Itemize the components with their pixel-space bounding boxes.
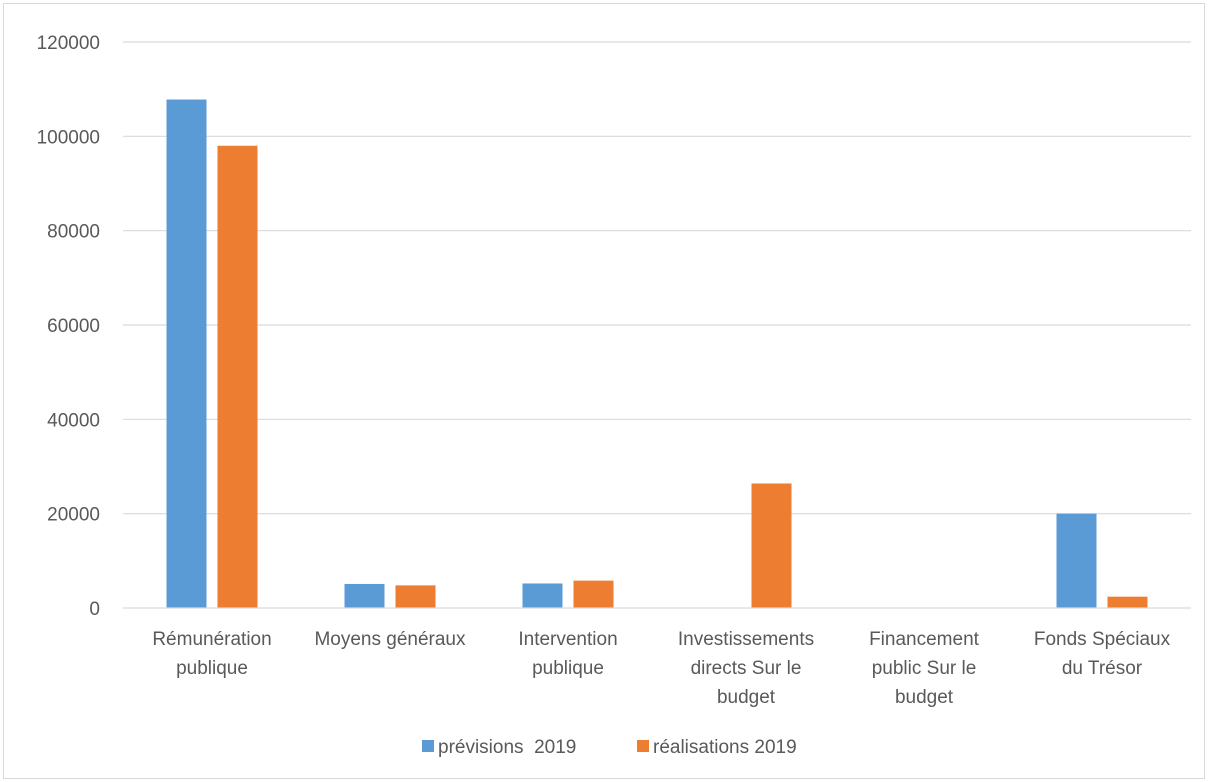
legend-swatch bbox=[422, 740, 434, 752]
legend-label: prévisions 2019 bbox=[438, 737, 576, 758]
y-tick-label: 100000 bbox=[37, 127, 100, 148]
x-category-label: Investissements bbox=[678, 629, 814, 650]
y-tick-label: 60000 bbox=[47, 316, 100, 337]
y-tick-label: 120000 bbox=[37, 33, 100, 54]
x-axis-labels: Rémunération publique Moyens généraux Inter… bbox=[152, 629, 1170, 708]
x-category-label: Rémunération bbox=[152, 629, 271, 650]
y-tick-label: 40000 bbox=[47, 410, 100, 431]
x-category-label: directs Sur le bbox=[691, 658, 802, 679]
x-category-label: Moyens généraux bbox=[314, 629, 466, 650]
x-category-label: Fonds Spéciaux bbox=[1034, 629, 1171, 650]
bars bbox=[166, 99, 1148, 608]
x-category-label: publique bbox=[176, 658, 248, 679]
bar-realisations bbox=[217, 145, 258, 608]
y-tick-label: 80000 bbox=[47, 222, 100, 243]
legend-swatch bbox=[637, 740, 649, 752]
gridlines bbox=[123, 41, 1191, 515]
x-category-label: du Trésor bbox=[1062, 658, 1143, 679]
x-category-label: Intervention bbox=[518, 629, 617, 650]
bar-previsions bbox=[522, 583, 563, 608]
y-tick-label: 20000 bbox=[47, 505, 100, 526]
bar-previsions bbox=[1056, 513, 1097, 608]
x-category-label: public Sur le bbox=[872, 658, 977, 679]
y-tick-label: 0 bbox=[89, 599, 100, 620]
x-category-label: budget bbox=[895, 687, 954, 708]
legend: prévisions 2019 réalisations 2019 bbox=[422, 737, 797, 758]
x-category-label: publique bbox=[532, 658, 604, 679]
bar-realisations bbox=[573, 580, 614, 608]
bar-realisations bbox=[1107, 596, 1148, 608]
bar-realisations bbox=[395, 585, 436, 608]
legend-label: réalisations 2019 bbox=[653, 737, 797, 758]
y-axis-ticks: 0 20000 40000 60000 80000 100000 120000 bbox=[37, 33, 100, 620]
x-category-label: Financement bbox=[869, 629, 980, 650]
bar-previsions bbox=[344, 583, 385, 608]
bar-realisations bbox=[751, 483, 792, 608]
bar-previsions bbox=[166, 99, 207, 608]
x-category-label: budget bbox=[717, 687, 776, 708]
